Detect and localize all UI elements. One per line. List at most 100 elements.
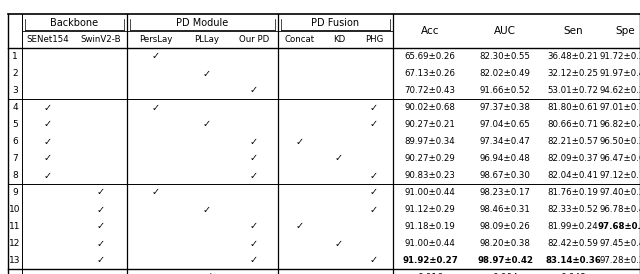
Text: 97.12±0.19: 97.12±0.19 [600, 171, 640, 180]
Text: ✓: ✓ [152, 102, 160, 113]
Text: ✓: ✓ [152, 187, 160, 198]
Text: KD: KD [333, 35, 345, 44]
Text: 91.00±0.44: 91.00±0.44 [404, 239, 456, 248]
Text: ✓: ✓ [250, 136, 258, 147]
Text: SwinV2-B: SwinV2-B [81, 35, 122, 44]
Text: 96.50±0.39: 96.50±0.39 [600, 137, 640, 146]
Text: 91.92±0.27: 91.92±0.27 [402, 256, 458, 265]
Text: ✓: ✓ [250, 85, 258, 96]
Text: 82.30±0.55: 82.30±0.55 [479, 52, 531, 61]
Text: ✓: ✓ [97, 204, 105, 215]
Text: ✓: ✓ [97, 255, 105, 266]
Text: PD Fusion: PD Fusion [312, 18, 360, 27]
Text: Concat: Concat [285, 35, 315, 44]
Text: 82.04±0.41: 82.04±0.41 [547, 171, 598, 180]
Text: 8: 8 [12, 171, 18, 180]
Text: 82.09±0.37: 82.09±0.37 [548, 154, 598, 163]
Text: ✓: ✓ [370, 255, 378, 266]
Text: Sen: Sen [563, 26, 583, 36]
Text: 91.18±0.19: 91.18±0.19 [404, 222, 456, 231]
Text: 10: 10 [9, 205, 20, 214]
Text: 53.01±0.72: 53.01±0.72 [547, 86, 598, 95]
Text: ✓: ✓ [296, 221, 304, 232]
Text: SENet154: SENet154 [27, 35, 69, 44]
Text: 90.27±0.29: 90.27±0.29 [404, 154, 456, 163]
Text: 91.66±0.52: 91.66±0.52 [479, 86, 531, 95]
Text: 7: 7 [12, 154, 18, 163]
Text: 96.47±0.64: 96.47±0.64 [600, 154, 640, 163]
Text: Acc: Acc [420, 26, 439, 36]
Text: ✓: ✓ [44, 102, 52, 113]
Text: 98.97±0.42: 98.97±0.42 [477, 256, 533, 265]
Text: 97.01±0.70: 97.01±0.70 [600, 103, 640, 112]
Text: ✓: ✓ [250, 238, 258, 249]
Text: 96.82±0.45: 96.82±0.45 [600, 120, 640, 129]
Text: ✓: ✓ [44, 119, 52, 130]
Text: 90.02±0.68: 90.02±0.68 [404, 103, 456, 112]
Text: 81.76±0.19: 81.76±0.19 [548, 188, 598, 197]
Text: ✓: ✓ [370, 119, 378, 130]
Text: 89.97±0.34: 89.97±0.34 [404, 137, 456, 146]
Text: ✓: ✓ [203, 204, 211, 215]
Text: 96.94±0.48: 96.94±0.48 [479, 154, 531, 163]
Text: AUC: AUC [494, 26, 516, 36]
Text: 36.48±0.21: 36.48±0.21 [547, 52, 598, 61]
Text: 5: 5 [12, 120, 18, 129]
Text: 80.66±0.71: 80.66±0.71 [547, 120, 598, 129]
Text: 98.67±0.30: 98.67±0.30 [479, 171, 531, 180]
Text: ✓: ✓ [97, 238, 105, 249]
Text: ✓: ✓ [250, 221, 258, 232]
Text: 97.40±0.25: 97.40±0.25 [600, 188, 640, 197]
Text: ✓: ✓ [370, 170, 378, 181]
Text: ✓: ✓ [250, 153, 258, 164]
Text: 82.33±0.52: 82.33±0.52 [547, 205, 598, 214]
Text: ✓: ✓ [44, 153, 52, 164]
Text: 13: 13 [9, 256, 20, 265]
Text: 4: 4 [12, 103, 18, 112]
Text: p-value₁: p-value₁ [189, 273, 226, 274]
Text: ✓: ✓ [97, 187, 105, 198]
Text: –: – [623, 273, 627, 274]
Text: 81.80±0.61: 81.80±0.61 [547, 103, 598, 112]
Text: Our PD: Our PD [239, 35, 269, 44]
Text: ✓: ✓ [335, 238, 343, 249]
Text: 97.45±0.40: 97.45±0.40 [600, 239, 640, 248]
Text: 67.13±0.26: 67.13±0.26 [404, 69, 456, 78]
Text: 32.12±0.25: 32.12±0.25 [547, 69, 598, 78]
Text: ✓: ✓ [250, 255, 258, 266]
Text: 91.12±0.29: 91.12±0.29 [404, 205, 456, 214]
Text: 98.20±0.38: 98.20±0.38 [479, 239, 531, 248]
Text: ✓: ✓ [335, 153, 343, 164]
Text: 70.72±0.43: 70.72±0.43 [404, 86, 456, 95]
Text: 11: 11 [9, 222, 20, 231]
Text: 98.09±0.26: 98.09±0.26 [479, 222, 531, 231]
Text: ✓: ✓ [370, 102, 378, 113]
Text: 83.14±0.36: 83.14±0.36 [545, 256, 601, 265]
Text: 97.04±0.65: 97.04±0.65 [479, 120, 531, 129]
Text: 82.02±0.49: 82.02±0.49 [479, 69, 531, 78]
Text: ✓: ✓ [203, 68, 211, 78]
Text: Backbone: Backbone [51, 18, 99, 27]
Text: 97.28±0.35: 97.28±0.35 [600, 256, 640, 265]
Text: PD Module: PD Module [177, 18, 228, 27]
Text: 90.27±0.21: 90.27±0.21 [404, 120, 456, 129]
Text: 9: 9 [12, 188, 18, 197]
Text: 82.42±0.59: 82.42±0.59 [548, 239, 598, 248]
Text: 0.016: 0.016 [417, 273, 443, 274]
Text: 1: 1 [12, 52, 18, 61]
Text: 82.21±0.57: 82.21±0.57 [547, 137, 598, 146]
Text: 91.00±0.44: 91.00±0.44 [404, 188, 456, 197]
Text: ✓: ✓ [370, 204, 378, 215]
Text: PHG: PHG [365, 35, 383, 44]
Text: 0.048: 0.048 [560, 273, 586, 274]
Text: 98.23±0.17: 98.23±0.17 [479, 188, 531, 197]
Text: ✓: ✓ [152, 52, 160, 61]
Text: 98.46±0.31: 98.46±0.31 [479, 205, 531, 214]
Text: 2: 2 [12, 69, 18, 78]
Text: 3: 3 [12, 86, 18, 95]
Text: 90.83±0.23: 90.83±0.23 [404, 171, 456, 180]
Text: 91.72±0.36: 91.72±0.36 [600, 52, 640, 61]
Text: 81.99±0.24: 81.99±0.24 [548, 222, 598, 231]
Text: PLLay: PLLay [195, 35, 220, 44]
Text: ✓: ✓ [370, 187, 378, 198]
